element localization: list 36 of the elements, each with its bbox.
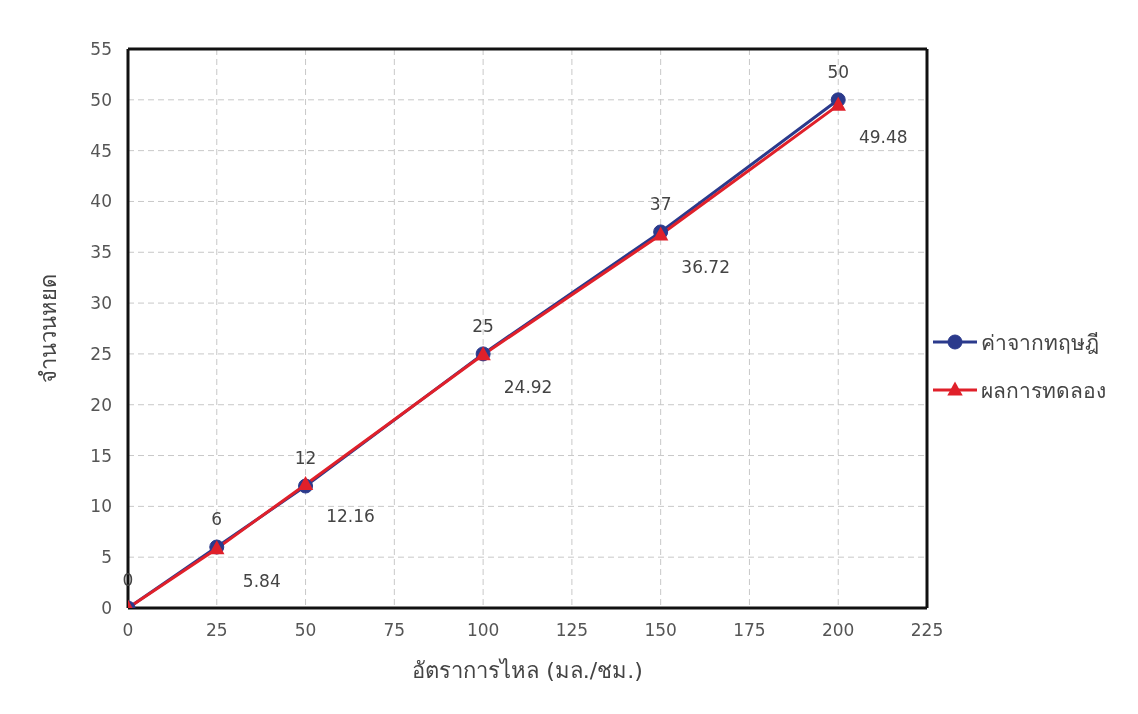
x-tick-label: 200	[822, 620, 855, 641]
data-label: 37	[649, 193, 672, 214]
data-label: 36.72	[681, 256, 730, 277]
y-tick-label: 40	[90, 191, 112, 212]
x-tick-label: 50	[294, 620, 317, 641]
data-label: 5.84	[242, 570, 281, 591]
data-label: 12.16	[326, 506, 375, 527]
y-tick-label: 10	[90, 496, 112, 517]
y-tick-label: 5	[101, 547, 112, 568]
x-tick-label: 100	[466, 620, 500, 641]
x-tick-label: 0	[122, 620, 134, 641]
legend-label: ผลการทดลอง	[981, 377, 1106, 405]
legend-label: ค่าจากทฤษฎี	[981, 329, 1099, 357]
y-tick-label: 50	[90, 89, 112, 110]
y-tick-label: 15	[90, 445, 112, 466]
y-tick-label: 20	[90, 394, 112, 415]
x-tick-label: 175	[733, 620, 766, 641]
x-tick-label: 225	[910, 620, 944, 641]
data-label: 12	[294, 448, 317, 469]
x-axis-title: อัตราการไหล (มล./ชม.)	[412, 658, 643, 683]
data-label: 49.48	[858, 127, 908, 148]
x-tick-label: 125	[555, 620, 589, 641]
y-tick-label: 30	[90, 293, 112, 314]
y-tick-label: 25	[90, 343, 112, 364]
y-tick-label: 35	[90, 242, 112, 263]
data-label: 50	[827, 61, 850, 82]
data-label: 6	[211, 509, 223, 530]
y-axis-title: จำนวนหยด	[35, 274, 61, 383]
x-tick-label: 150	[644, 620, 677, 641]
y-tick-label: 55	[90, 39, 112, 60]
y-tick-label: 0	[101, 598, 112, 619]
x-tick-label: 75	[383, 620, 406, 641]
x-tick-label: 25	[205, 620, 228, 641]
y-tick-label: 45	[90, 140, 112, 161]
data-label: 24.92	[503, 376, 553, 397]
data-label: 25	[472, 315, 494, 336]
